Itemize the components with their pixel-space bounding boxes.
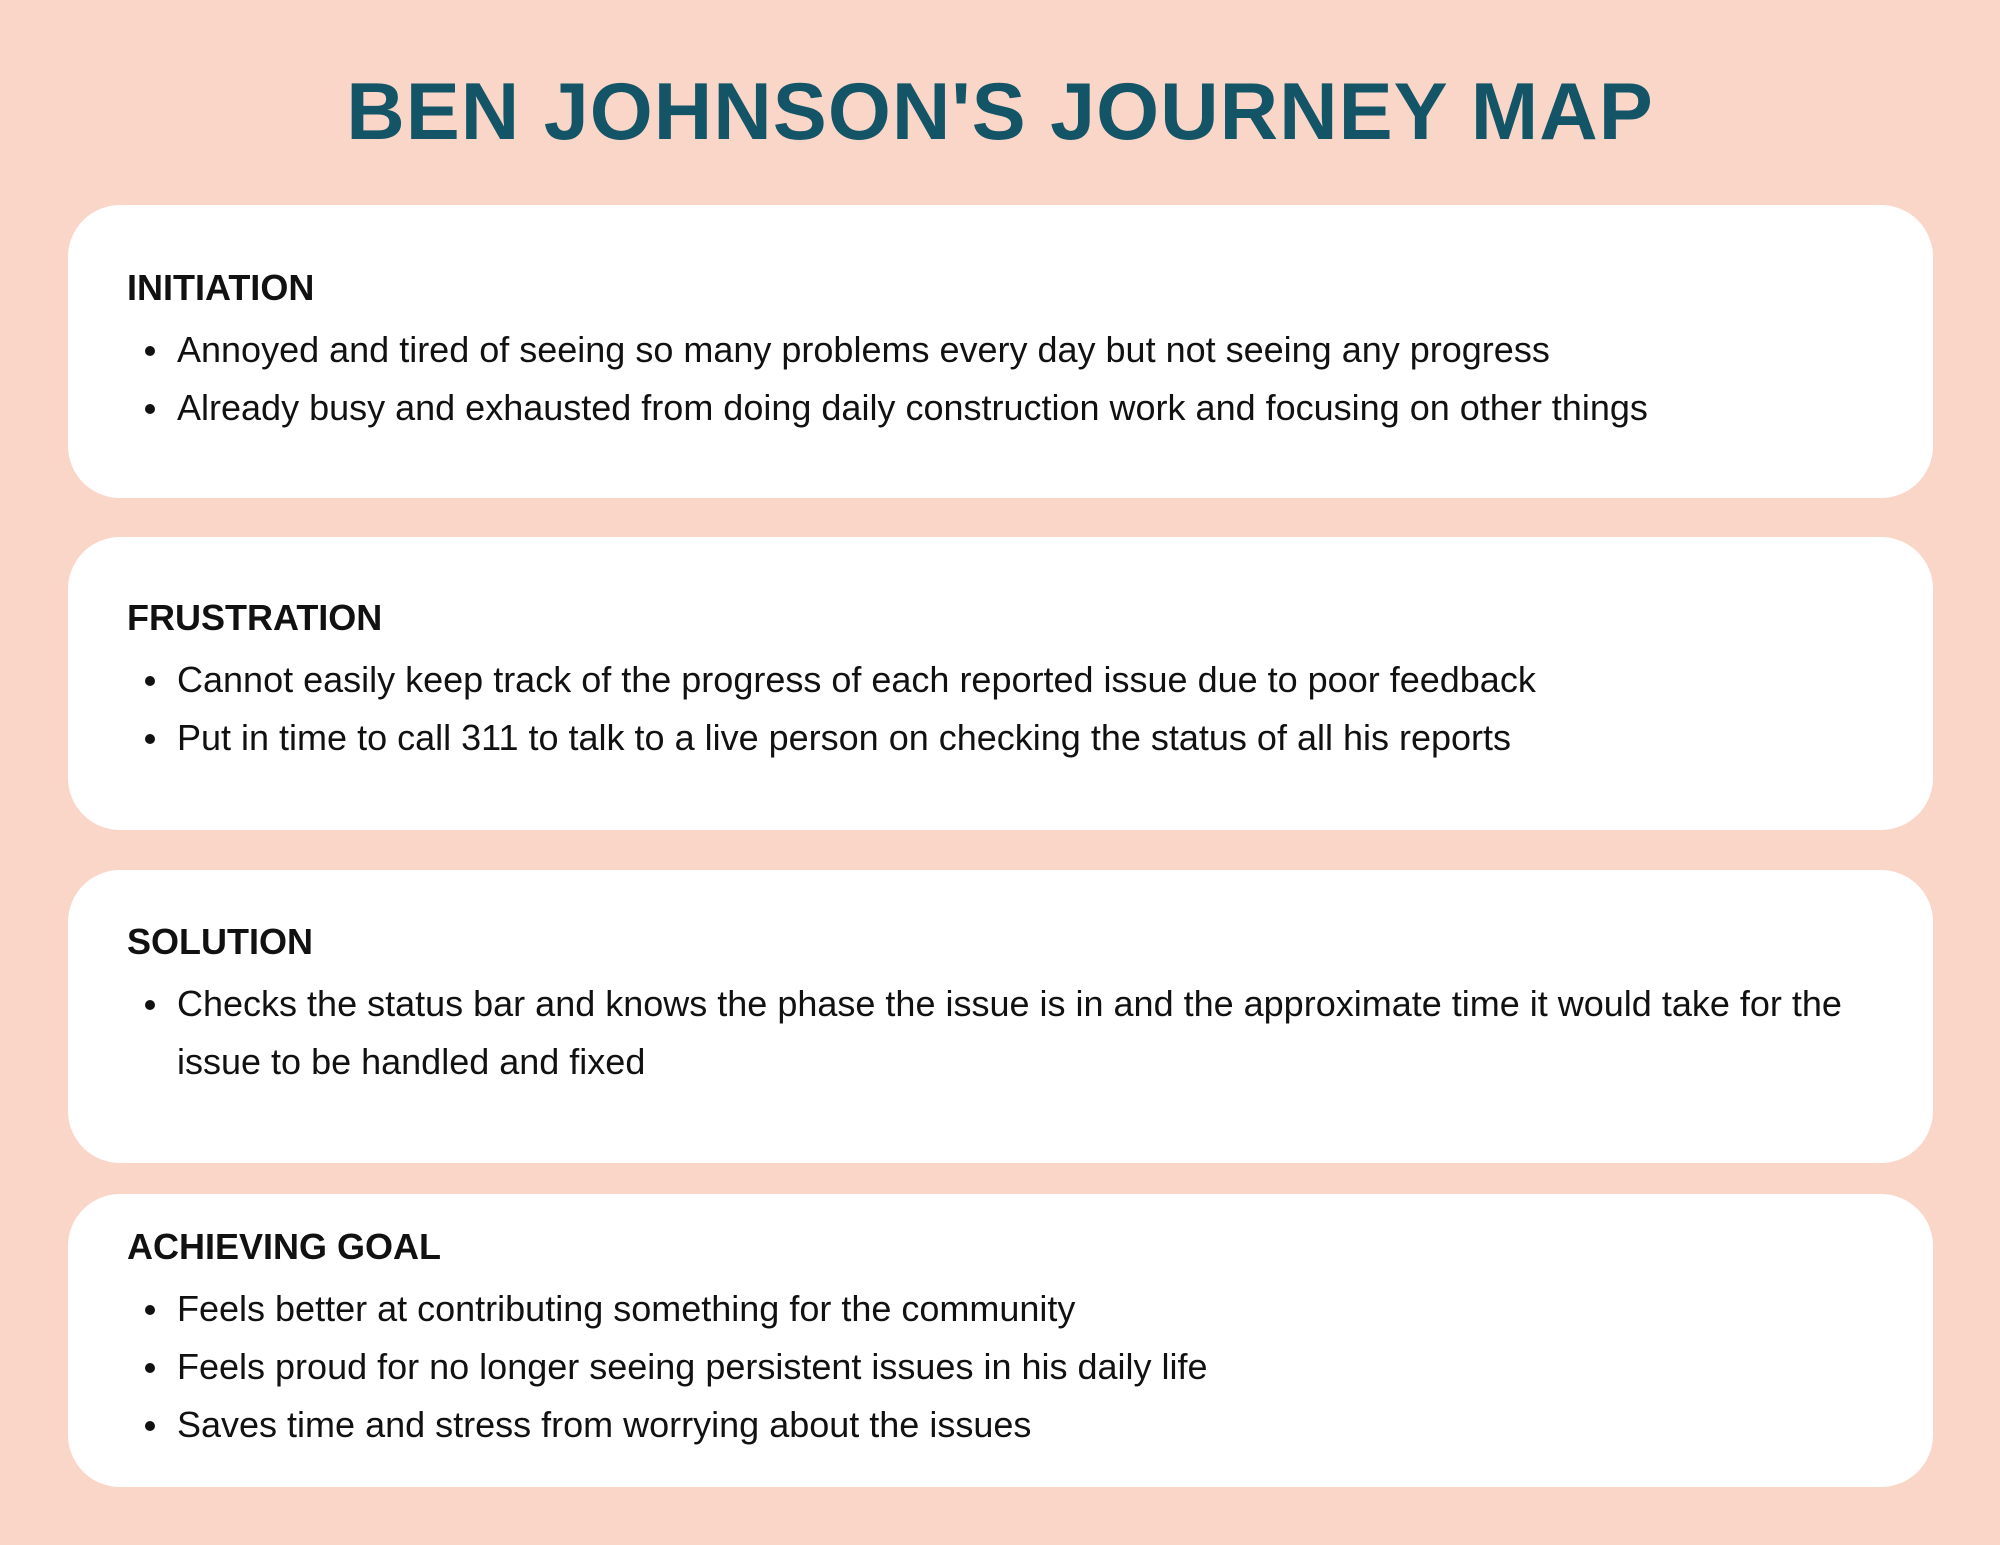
bullet-dot-icon	[145, 404, 155, 414]
section-heading: ACHIEVING GOAL	[127, 1226, 442, 1267]
bullet-item: Feels proud for no longer seeing persist…	[145, 1338, 1897, 1396]
page-title: BEN JOHNSON'S JOURNEY MAP	[346, 67, 1654, 157]
section-card-initiation: INITIATION Annoyed and tired of seeing s…	[68, 205, 1933, 498]
bullet-dot-icon	[145, 1363, 155, 1373]
bullet-item: Checks the status bar and knows the phas…	[145, 975, 1897, 1091]
section-heading: SOLUTION	[127, 921, 313, 962]
bullet-item: Feels better at contributing something f…	[145, 1280, 1897, 1338]
bullet-dot-icon	[145, 1305, 155, 1315]
bullet-item: Annoyed and tired of seeing so many prob…	[145, 321, 1897, 379]
bullet-list: Feels better at contributing something f…	[145, 1280, 1897, 1454]
bullet-text: Feels better at contributing something f…	[177, 1288, 1076, 1329]
bullet-text: Cannot easily keep track of the progress…	[177, 659, 1536, 700]
bullet-text: Put in time to call 311 to talk to a liv…	[177, 717, 1512, 758]
bullet-list: Cannot easily keep track of the progress…	[145, 651, 1897, 767]
bullet-text: Saves time and stress from worrying abou…	[177, 1404, 1032, 1445]
bullet-text: Feels proud for no longer seeing persist…	[177, 1346, 1208, 1387]
bullet-item: Cannot easily keep track of the progress…	[145, 651, 1897, 709]
section-heading: INITIATION	[127, 267, 315, 308]
bullet-item: Put in time to call 311 to talk to a liv…	[145, 709, 1897, 767]
bullet-dot-icon	[145, 734, 155, 744]
bullet-list: Checks the status bar and knows the phas…	[145, 975, 1897, 1091]
bullet-dot-icon	[145, 676, 155, 686]
section-heading: FRUSTRATION	[127, 597, 383, 638]
bullet-list: Annoyed and tired of seeing so many prob…	[145, 321, 1897, 437]
bullet-item: Saves time and stress from worrying abou…	[145, 1396, 1897, 1454]
section-card-achieving-goal: ACHIEVING GOAL Feels better at contribut…	[68, 1194, 1933, 1487]
bullet-dot-icon	[145, 1421, 155, 1431]
bullet-item: Already busy and exhausted from doing da…	[145, 379, 1897, 437]
bullet-text: Checks the status bar and knows the phas…	[177, 983, 1842, 1082]
bullet-dot-icon	[145, 346, 155, 356]
bullet-dot-icon	[145, 1000, 155, 1010]
section-card-frustration: FRUSTRATION Cannot easily keep track of …	[68, 537, 1933, 830]
bullet-text: Annoyed and tired of seeing so many prob…	[177, 329, 1550, 370]
bullet-text: Already busy and exhausted from doing da…	[177, 387, 1648, 428]
section-card-solution: SOLUTION Checks the status bar and knows…	[68, 870, 1933, 1163]
